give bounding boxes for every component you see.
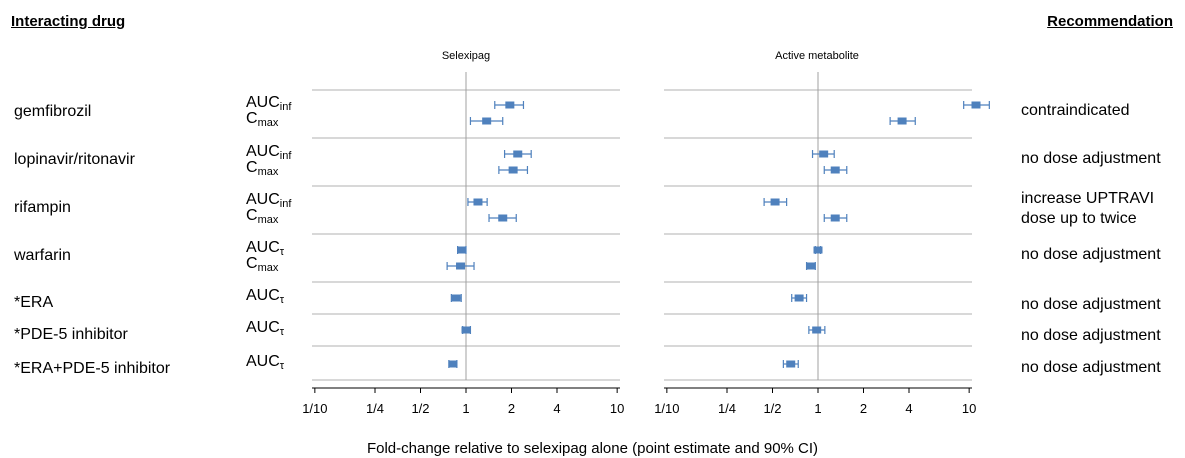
pk-parameter-label: Cmax bbox=[246, 208, 278, 228]
selexipag-x-tick-label: 4 bbox=[553, 401, 560, 416]
drug-name: warfarin bbox=[14, 247, 71, 264]
pk-parameter-label: Cmax bbox=[246, 256, 278, 276]
pk-parameter-label: AUCτ bbox=[246, 320, 284, 340]
drug-name: gemfibrozil bbox=[14, 103, 92, 120]
pk-parameter-label: AUCinf bbox=[246, 144, 291, 164]
pk-parameter-subscript: τ bbox=[279, 326, 285, 338]
metabolite-point-estimate bbox=[794, 294, 804, 302]
selexipag-point-estimate bbox=[513, 150, 523, 158]
recommendation-text: no dose adjustment bbox=[1021, 149, 1161, 169]
selexipag-x-tick-label: 1/10 bbox=[302, 401, 327, 416]
selexipag-point-estimate bbox=[456, 262, 466, 270]
pk-parameter-subscript: inf bbox=[279, 101, 292, 113]
recommendation-text: no dose adjustment bbox=[1021, 358, 1161, 378]
panel-title-metabolite: Active metabolite bbox=[775, 50, 859, 62]
metabolite-point-estimate bbox=[897, 117, 907, 125]
selexipag-point-estimate bbox=[461, 326, 471, 334]
drug-name: *ERA bbox=[14, 294, 54, 311]
pk-parameter-name: C bbox=[246, 255, 258, 272]
panel-title-selexipag: Selexipag bbox=[441, 50, 491, 62]
metabolite-point-estimate bbox=[770, 198, 780, 206]
recommendation-line: no dose adjustment bbox=[1021, 296, 1161, 313]
metabolite-x-tick-label: 1/10 bbox=[654, 401, 679, 416]
selexipag-point-estimate bbox=[473, 198, 483, 206]
selexipag-x-tick-label: 1 bbox=[462, 401, 469, 416]
recommendation-line: no dose adjustment bbox=[1021, 246, 1161, 263]
recommendation-header: Recommendation bbox=[1047, 13, 1173, 30]
selexipag-x-tick-label: 2 bbox=[508, 401, 515, 416]
metabolite-point-estimate bbox=[830, 214, 840, 222]
drug-name: rifampin bbox=[14, 199, 71, 216]
recommendation-line: no dose adjustment bbox=[1021, 359, 1161, 376]
metabolite-point-estimate bbox=[819, 150, 829, 158]
recommendation-line: increase UPTRAVI bbox=[1021, 190, 1155, 207]
x-axis-title: Fold-change relative to selexipag alone … bbox=[366, 440, 819, 457]
recommendation-line: no dose adjustment bbox=[1021, 150, 1161, 167]
selexipag-point-estimate bbox=[457, 246, 467, 254]
selexipag-point-estimate bbox=[448, 360, 458, 368]
selexipag-point-estimate bbox=[498, 214, 508, 222]
selexipag-x-tick-label: 1/4 bbox=[366, 401, 384, 416]
selexipag-x-tick-label: 1/2 bbox=[411, 401, 429, 416]
metabolite-x-tick-label: 4 bbox=[905, 401, 912, 416]
pk-parameter-name: AUC bbox=[246, 353, 280, 370]
pk-parameter-subscript: max bbox=[257, 214, 279, 226]
selexipag-x-tick-label: 10 bbox=[610, 401, 624, 416]
recommendation-text: no dose adjustment bbox=[1021, 245, 1161, 265]
recommendation-text: no dose adjustment bbox=[1021, 326, 1161, 346]
pk-parameter-label: AUCinf bbox=[246, 192, 291, 212]
metabolite-x-tick-label: 2 bbox=[860, 401, 867, 416]
selexipag-point-estimate bbox=[505, 101, 515, 109]
pk-parameter-name: AUC bbox=[246, 239, 280, 256]
drug-name: *PDE-5 inhibitor bbox=[14, 326, 128, 343]
recommendation-line: contraindicated bbox=[1021, 102, 1130, 119]
metabolite-x-tick-label: 1/2 bbox=[763, 401, 781, 416]
pk-parameter-name: C bbox=[246, 159, 258, 176]
metabolite-point-estimate bbox=[971, 101, 981, 109]
pk-parameter-subscript: inf bbox=[279, 150, 292, 162]
recommendation-line: no dose adjustment bbox=[1021, 327, 1161, 344]
metabolite-point-estimate bbox=[812, 326, 822, 334]
pk-parameter-name: AUC bbox=[246, 143, 280, 160]
drug-name: *ERA+PDE-5 inhibitor bbox=[14, 360, 171, 377]
selexipag-point-estimate bbox=[508, 166, 518, 174]
pk-parameter-subscript: inf bbox=[279, 198, 292, 210]
pk-parameter-subscript: τ bbox=[279, 360, 285, 372]
pk-parameter-name: AUC bbox=[246, 287, 280, 304]
selexipag-point-estimate bbox=[451, 294, 461, 302]
pk-parameter-label: AUCτ bbox=[246, 354, 284, 374]
pk-parameter-label: AUCinf bbox=[246, 95, 291, 115]
interacting-drug-header: Interacting drug bbox=[11, 13, 126, 30]
pk-parameter-name: AUC bbox=[246, 319, 280, 336]
pk-parameter-subscript: max bbox=[257, 166, 279, 178]
metabolite-x-tick-label: 1 bbox=[814, 401, 821, 416]
pk-parameter-subscript: τ bbox=[279, 294, 285, 306]
pk-parameter-label: Cmax bbox=[246, 111, 278, 131]
metabolite-point-estimate bbox=[830, 166, 840, 174]
drug-name: lopinavir/ritonavir bbox=[14, 151, 135, 168]
recommendation-text: increase UPTRAVI dose up to twice bbox=[1021, 189, 1154, 229]
pk-parameter-name: C bbox=[246, 207, 258, 224]
metabolite-x-tick-label: 10 bbox=[962, 401, 976, 416]
recommendation-text: contraindicated bbox=[1021, 101, 1130, 121]
pk-parameter-subscript: τ bbox=[279, 246, 285, 258]
metabolite-point-estimate bbox=[806, 262, 816, 270]
recommendation-text: no dose adjustment bbox=[1021, 295, 1161, 315]
pk-parameter-subscript: max bbox=[257, 117, 279, 129]
recommendation-line: dose up to twice bbox=[1021, 210, 1137, 227]
pk-parameter-subscript: max bbox=[257, 262, 279, 274]
selexipag-point-estimate bbox=[482, 117, 492, 125]
pk-parameter-label: Cmax bbox=[246, 160, 278, 180]
pk-parameter-name: AUC bbox=[246, 191, 280, 208]
metabolite-point-estimate bbox=[813, 246, 823, 254]
pk-parameter-name: C bbox=[246, 110, 258, 127]
metabolite-point-estimate bbox=[786, 360, 796, 368]
pk-parameter-label: AUCτ bbox=[246, 288, 284, 308]
metabolite-x-tick-label: 1/4 bbox=[718, 401, 736, 416]
pk-parameter-name: AUC bbox=[246, 94, 280, 111]
pk-parameter-label: AUCτ bbox=[246, 240, 284, 260]
